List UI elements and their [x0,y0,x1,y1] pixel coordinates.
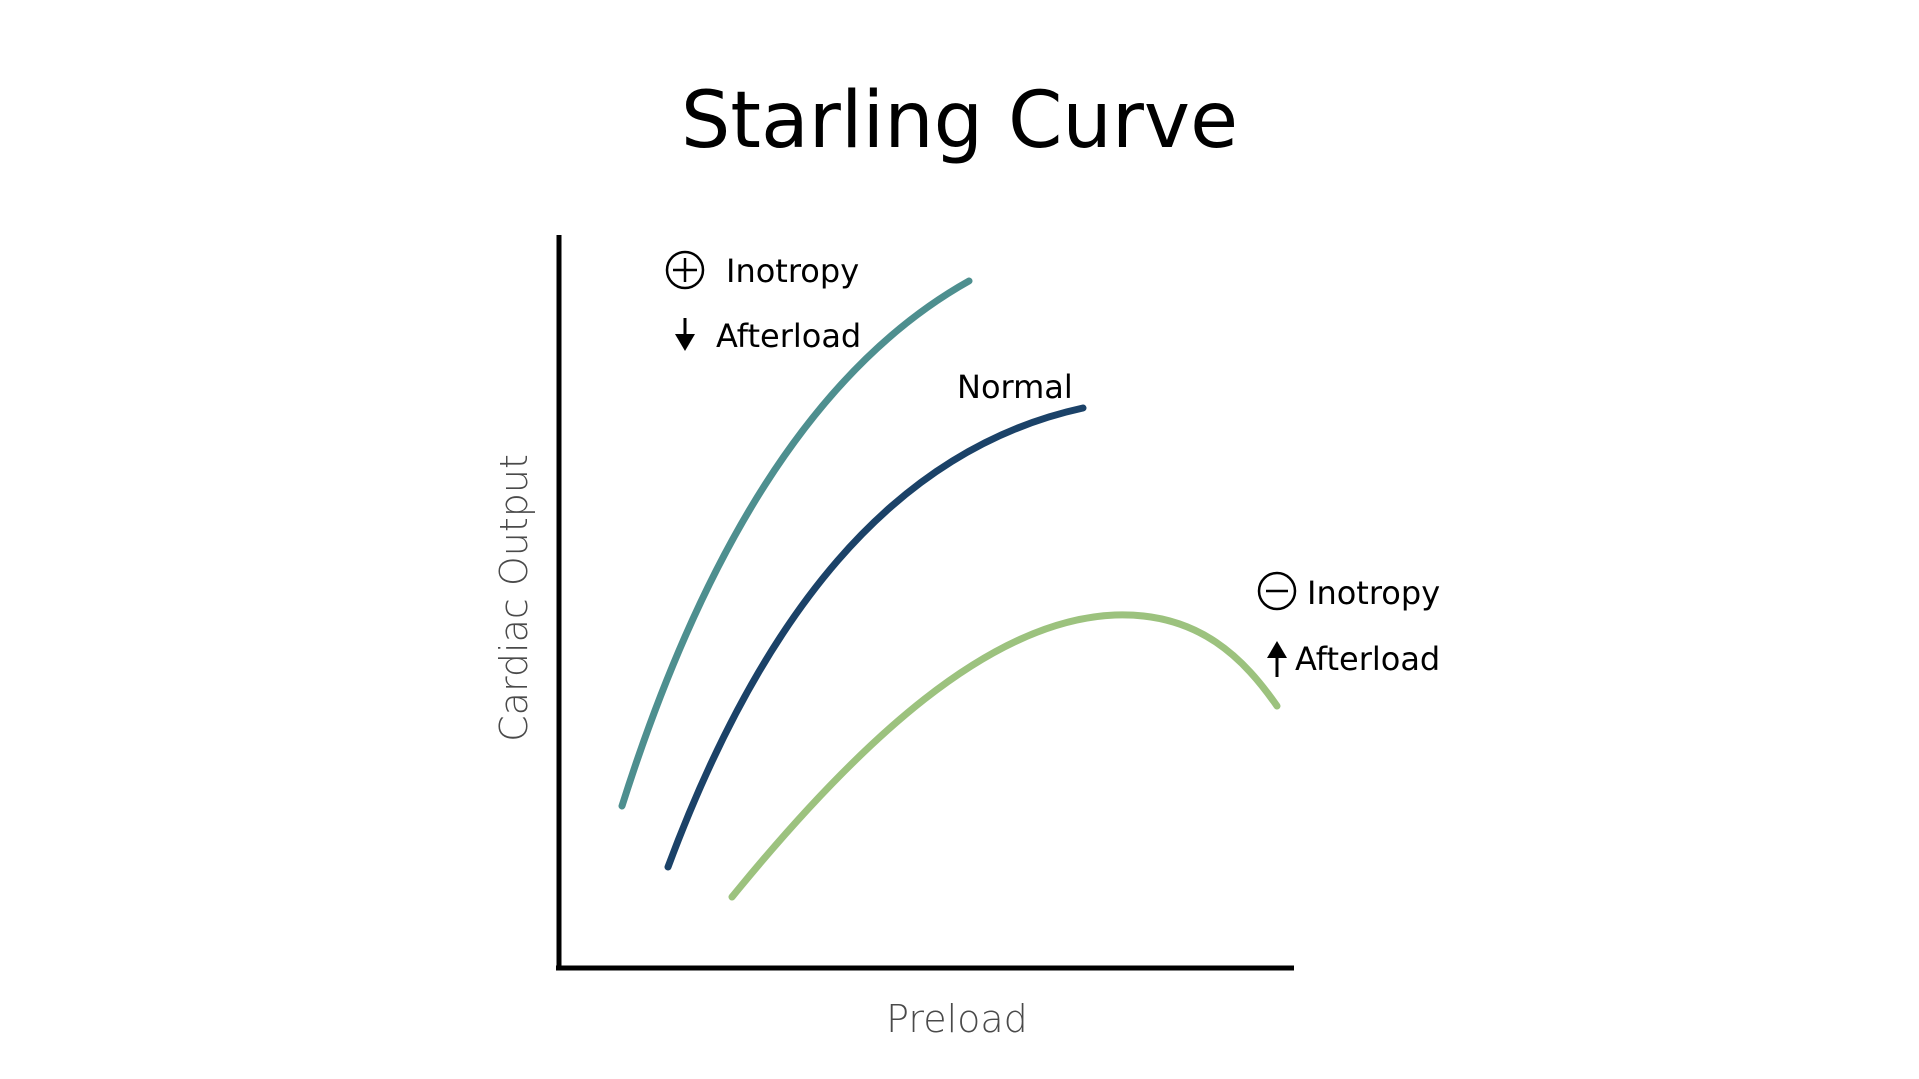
minus-circle-icon [1257,571,1297,611]
slide-title: Starling Curve [680,76,1239,166]
annotation-normal: Normal [957,368,1073,406]
x-axis-label: Preload [886,997,1028,1041]
annotation-negative-inotropy: Inotropy [1257,571,1440,612]
curve-normal [664,404,1087,871]
curve-positive-inotropy [618,277,973,810]
annotation-label: Inotropy [726,252,859,290]
annotation-label: Inotropy [1307,574,1440,612]
annotation-label: Afterload [1295,640,1440,678]
annotation-decreased-afterload: Afterload [675,317,861,355]
annotation-label: Afterload [716,317,861,355]
annotation-increased-afterload: Afterload [1267,640,1440,678]
plus-circle-icon [665,250,705,290]
annotation-positive-inotropy: Inotropy [665,250,859,290]
y-axis-label: Cardiac Output [492,454,536,742]
curve-negative-inotropy [728,611,1281,901]
arrow-up-icon [1267,641,1287,658]
arrow-down-icon [675,334,695,351]
